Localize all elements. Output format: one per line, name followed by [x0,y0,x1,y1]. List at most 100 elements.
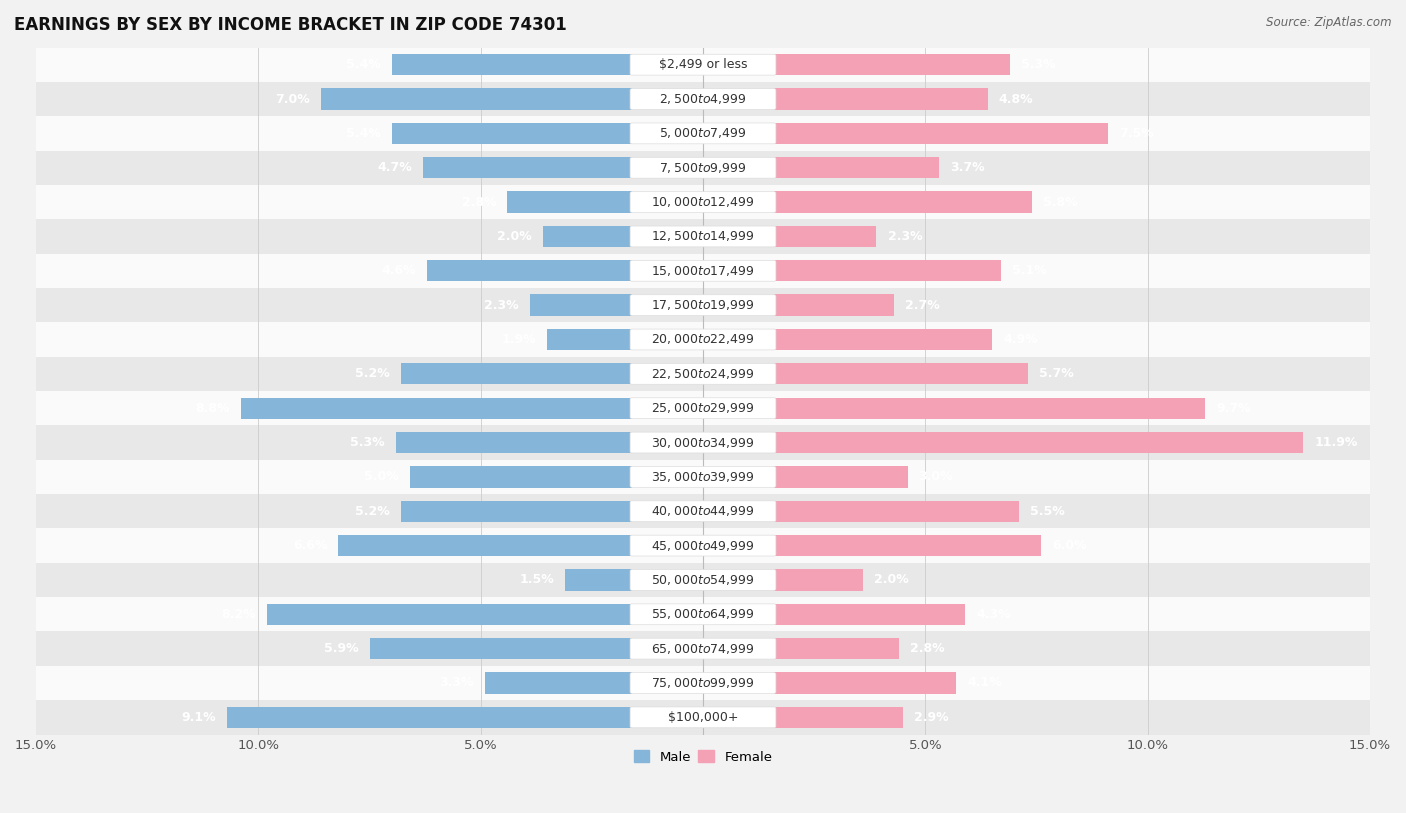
Text: 5.2%: 5.2% [354,505,389,518]
Text: $12,500 to $14,999: $12,500 to $14,999 [651,229,755,243]
Bar [37,220,1369,254]
Text: 4.9%: 4.9% [1002,333,1038,346]
Bar [37,700,1369,734]
FancyBboxPatch shape [630,158,776,178]
Bar [547,328,631,350]
Text: 11.9%: 11.9% [1315,436,1358,449]
Text: 4.3%: 4.3% [976,608,1011,621]
Text: 4.7%: 4.7% [377,161,412,174]
Bar [396,432,631,453]
Bar [37,666,1369,700]
Text: 6.0%: 6.0% [1052,539,1087,552]
Bar [267,603,631,625]
Bar [37,494,1369,528]
Text: $65,000 to $74,999: $65,000 to $74,999 [651,641,755,655]
Bar [775,328,993,350]
Bar [37,150,1369,185]
Text: 5.4%: 5.4% [346,59,381,72]
Bar [37,288,1369,322]
Bar [37,357,1369,391]
Text: 5.3%: 5.3% [350,436,385,449]
Bar [37,459,1369,494]
Bar [401,363,631,385]
Bar [37,82,1369,116]
Bar [775,706,903,728]
Bar [775,54,1010,76]
Text: 5.8%: 5.8% [1043,196,1078,209]
Text: 5.5%: 5.5% [1029,505,1064,518]
Bar [775,603,966,625]
Text: $22,500 to $24,999: $22,500 to $24,999 [651,367,755,380]
Text: $15,000 to $17,499: $15,000 to $17,499 [651,263,755,278]
FancyBboxPatch shape [630,672,776,693]
Text: EARNINGS BY SEX BY INCOME BRACKET IN ZIP CODE 74301: EARNINGS BY SEX BY INCOME BRACKET IN ZIP… [14,16,567,34]
Text: $45,000 to $49,999: $45,000 to $49,999 [651,538,755,553]
FancyBboxPatch shape [630,329,776,350]
Bar [775,432,1303,453]
Text: 2.3%: 2.3% [887,230,922,243]
Bar [775,535,1040,556]
Bar [775,398,1205,419]
Text: 2.8%: 2.8% [461,196,496,209]
Text: 3.7%: 3.7% [950,161,984,174]
Text: 9.7%: 9.7% [1216,402,1251,415]
Text: 3.3%: 3.3% [440,676,474,689]
Legend: Male, Female: Male, Female [628,746,778,769]
Text: 1.9%: 1.9% [502,333,536,346]
Text: 8.2%: 8.2% [222,608,256,621]
Text: $20,000 to $22,499: $20,000 to $22,499 [651,333,755,346]
Bar [37,322,1369,357]
Bar [427,260,631,281]
Bar [775,501,1019,522]
Text: 9.1%: 9.1% [181,711,217,724]
Bar [530,294,631,315]
Bar [37,632,1369,666]
Bar [321,89,631,110]
FancyBboxPatch shape [630,295,776,315]
Bar [775,294,894,315]
Bar [775,226,876,247]
Text: $10,000 to $12,499: $10,000 to $12,499 [651,195,755,209]
Text: 4.1%: 4.1% [967,676,1002,689]
Text: $75,000 to $99,999: $75,000 to $99,999 [651,676,755,690]
Text: 5.0%: 5.0% [364,471,398,484]
Bar [775,466,907,488]
Bar [37,116,1369,150]
Bar [37,47,1369,82]
Text: $2,500 to $4,999: $2,500 to $4,999 [659,92,747,106]
Text: 1.5%: 1.5% [519,573,554,586]
FancyBboxPatch shape [630,535,776,556]
Text: Source: ZipAtlas.com: Source: ZipAtlas.com [1267,16,1392,29]
FancyBboxPatch shape [630,260,776,281]
Bar [775,191,1032,213]
Bar [423,157,631,178]
Text: 7.0%: 7.0% [274,93,309,106]
Bar [370,638,631,659]
Bar [775,638,898,659]
Bar [409,466,631,488]
Text: 4.8%: 4.8% [998,93,1033,106]
Text: 7.5%: 7.5% [1119,127,1153,140]
Text: 5.9%: 5.9% [323,642,359,655]
Bar [37,254,1369,288]
Text: $5,000 to $7,499: $5,000 to $7,499 [659,126,747,141]
Text: 2.3%: 2.3% [484,298,519,311]
Bar [775,157,939,178]
FancyBboxPatch shape [630,398,776,419]
Text: 2.0%: 2.0% [875,573,908,586]
Bar [485,672,631,693]
Text: $55,000 to $64,999: $55,000 to $64,999 [651,607,755,621]
FancyBboxPatch shape [630,501,776,522]
Bar [775,672,956,693]
FancyBboxPatch shape [630,54,776,75]
Bar [339,535,631,556]
Text: 5.7%: 5.7% [1039,367,1073,380]
Bar [401,501,631,522]
FancyBboxPatch shape [630,707,776,728]
FancyBboxPatch shape [630,123,776,144]
Text: 5.1%: 5.1% [1012,264,1046,277]
Text: $7,500 to $9,999: $7,500 to $9,999 [659,161,747,175]
FancyBboxPatch shape [630,604,776,624]
Bar [775,123,1108,144]
Bar [37,425,1369,459]
